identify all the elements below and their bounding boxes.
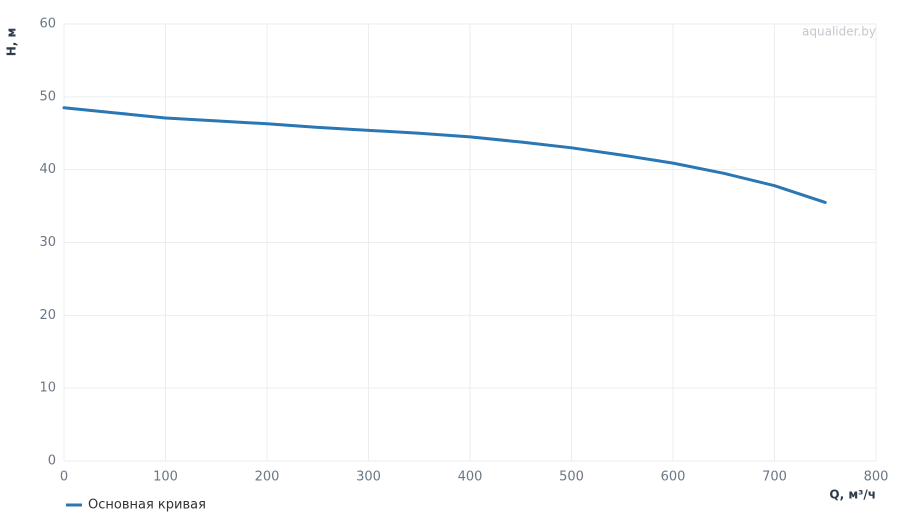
x-tick-label: 500 (559, 470, 584, 485)
x-tick-label: 600 (661, 470, 686, 485)
legend-label: Основная кривая (88, 498, 206, 513)
y-tick-label: 20 (39, 308, 56, 323)
x-tick-label: 400 (458, 470, 483, 485)
x-tick-label: 800 (864, 470, 889, 485)
x-tick-label: 200 (255, 470, 280, 485)
y-tick-label: 40 (39, 162, 56, 177)
x-tick-label: 700 (762, 470, 787, 485)
x-tick-label: 0 (60, 470, 68, 485)
y-tick-label: 10 (39, 381, 56, 396)
y-tick-label: 0 (48, 454, 56, 469)
y-axis-title: H, м (5, 28, 19, 57)
line (62, 106, 827, 204)
y-tick-label: 60 (39, 17, 56, 32)
x-tick-label: 100 (153, 470, 178, 485)
y-tick-label: 30 (39, 235, 56, 250)
x-tick-label: 300 (356, 470, 381, 485)
y-tick-label: 50 (39, 89, 56, 104)
x-axis-title: Q, м³/ч (829, 488, 876, 502)
watermark: aqualider.by (802, 25, 876, 39)
